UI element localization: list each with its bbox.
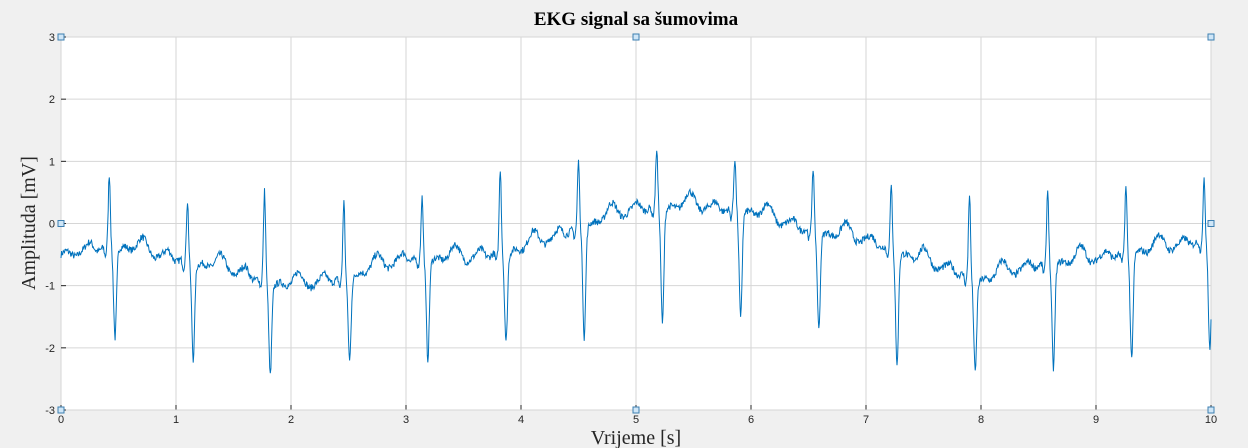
y-tick-label: 2 [49,94,55,106]
y-tick-labels: -3 -2 -1 0 1 2 3 [45,32,55,417]
y-tick-label: 1 [49,156,55,168]
x-tick-label: 5 [633,414,639,426]
resize-handle[interactable] [1207,220,1215,227]
resize-handle[interactable] [1207,406,1215,414]
chart-title: EKG signal sa šumovima [534,9,739,30]
x-tick-label: 0 [58,414,64,426]
x-tick-label: 4 [518,414,524,426]
resize-handle[interactable] [57,406,65,414]
x-axis-label: Vrijeme [s] [591,427,681,448]
x-tick-labels: 0 1 2 3 4 5 6 7 8 9 10 [58,414,1217,426]
resize-handle[interactable] [1207,33,1215,41]
ekg-signal-line [60,150,1212,374]
x-tick-label: 1 [173,414,179,426]
resize-handle[interactable] [57,33,65,41]
y-axis-label: Amplituda [mV] [18,156,40,290]
x-tick-label: 10 [1205,414,1217,426]
x-tick-label: 3 [403,414,409,426]
y-tick-label: -3 [45,405,55,417]
y-tick-label: 0 [49,219,55,231]
x-tick-label: 6 [748,414,754,426]
resize-handle[interactable] [632,33,640,41]
x-tick-label: 7 [863,414,869,426]
resize-handle[interactable] [632,406,640,414]
y-tick-label: -2 [45,343,55,355]
x-tick-label: 2 [288,414,294,426]
y-tick-label: 3 [49,32,55,44]
y-tick-label: -1 [45,281,55,293]
resize-handle[interactable] [57,220,65,227]
x-tick-label: 9 [1093,414,1099,426]
x-tick-label: 8 [978,414,984,426]
data-tip-handles[interactable] [57,33,1215,414]
